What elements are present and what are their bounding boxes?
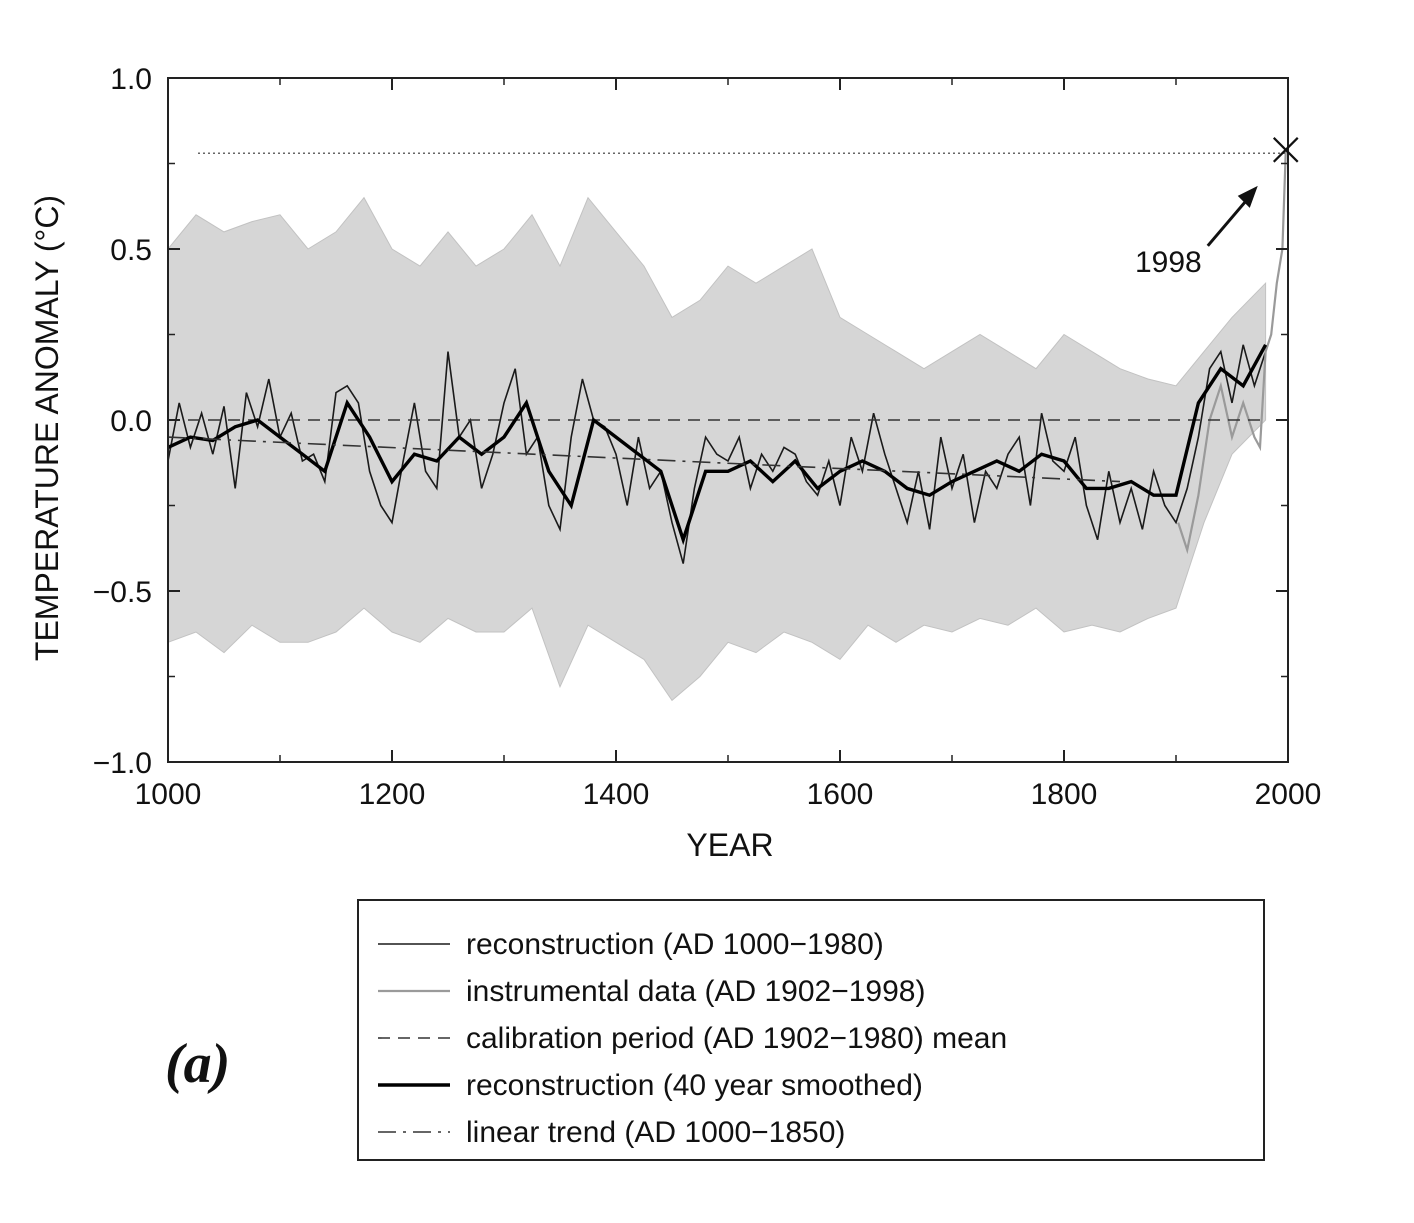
x-tick-label-1200: 1200 (359, 778, 426, 811)
annotation-label-1998: 1998 (1135, 246, 1202, 279)
x-tick-label-1000: 1000 (135, 778, 202, 811)
y-axis-title: TEMPERATURE ANOMALY (°C) (29, 195, 65, 661)
y-tick-label-0: 1.0 (110, 63, 152, 96)
legend-label-reconstruction-ad-1000-1980: reconstruction (AD 1000−1980) (466, 928, 884, 961)
marker-1998-stroke-b (1272, 137, 1299, 163)
uncertainty-band (167, 196, 1267, 702)
x-tick-label-2000: 2000 (1255, 778, 1322, 811)
uncertainty-band-layer (167, 196, 1267, 702)
y-tick-label-1: 0.5 (110, 234, 152, 267)
legend-label-reconstruction-40-year-smoothed: reconstruction (40 year smoothed) (466, 1069, 923, 1102)
legend-box (357, 899, 1265, 1161)
annotation-layer: 1998 (1135, 137, 1299, 279)
legend-label-calibration-period-ad-1902-1980-mean: calibration period (AD 1902−1980) mean (466, 1022, 1007, 1055)
y-tick-label-2: 0.0 (110, 405, 152, 438)
annotation-arrow-head (1237, 185, 1258, 208)
x-tick-label-1600: 1600 (807, 778, 874, 811)
axes-layer: 1000 1200 1400 1600 1800 2000 1.0 0.5 0.0 −0.5 −1.… (93, 63, 1322, 811)
series-layer (167, 149, 1287, 564)
y-tick-label-3: −0.5 (93, 576, 152, 609)
series-line-reconstruction-40-year-smoothed (167, 343, 1268, 546)
panel-label: (a) (165, 1033, 230, 1095)
legend-label-instrumental-data-ad-1902-1998: instrumental data (AD 1902−1998) (466, 975, 925, 1008)
legend-label-linear-trend-ad-1000-1850: linear trend (AD 1000−1850) (466, 1116, 845, 1149)
x-tick-label-1400: 1400 (583, 778, 650, 811)
y-tick-label-4: −1.0 (93, 747, 152, 780)
x-tick-label-1800: 1800 (1031, 778, 1098, 811)
legend-layer: reconstruction (AD 1000−1980) instrumenta… (357, 899, 1265, 1161)
x-axis-title: YEAR (686, 827, 773, 863)
